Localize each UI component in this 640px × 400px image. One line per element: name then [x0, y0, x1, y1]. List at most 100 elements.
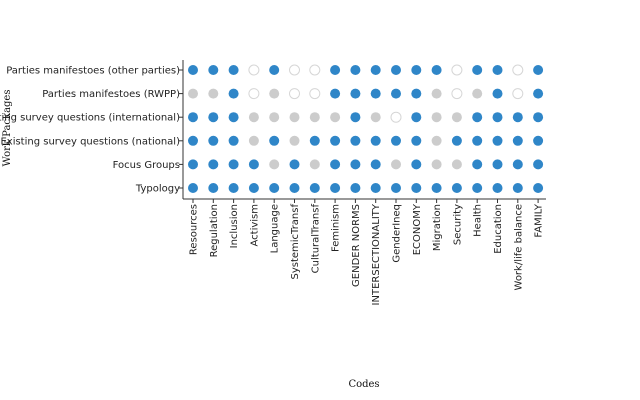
dot-coded [512, 159, 523, 170]
dot-none [512, 64, 524, 76]
dot-coded [472, 183, 483, 193]
row-label: Existing survey questions (international… [0, 113, 180, 124]
dot-partial [289, 112, 300, 123]
dot-coded [411, 183, 422, 193]
dot-coded [533, 65, 544, 75]
dot-coded [391, 135, 401, 146]
dot-partial [269, 88, 280, 99]
dot-coded [411, 159, 422, 170]
dot-partial [248, 135, 259, 146]
col-label: FAMILY [534, 203, 545, 237]
col-label: Work/life balance [513, 204, 524, 290]
dot-coded [391, 65, 401, 75]
col-labels: Resources Regulation Inclusion Activism Lang… [189, 203, 545, 305]
col-label: Inclusion [229, 204, 240, 248]
dot-partial [451, 112, 462, 123]
dot-coded [188, 65, 198, 75]
col-label: Regulation [209, 204, 220, 257]
dot-partial [431, 112, 442, 123]
dot-coded [370, 159, 381, 170]
dot-coded [350, 135, 361, 146]
x-axis-title: Codes [348, 379, 379, 390]
row-label: Focus Groups [113, 160, 180, 171]
dot-partial [472, 88, 483, 99]
dot-coded [411, 112, 422, 123]
dot-coded [350, 183, 361, 193]
dot-coded [391, 183, 401, 193]
dot-coded [188, 112, 198, 123]
dot-coded [309, 135, 320, 146]
dot-coded [472, 135, 483, 146]
dot-coded [350, 88, 361, 99]
dot-none [512, 88, 524, 100]
dot-coded [472, 112, 483, 123]
dot-coded [188, 135, 198, 146]
dot-none [309, 88, 321, 100]
dot-none [248, 88, 260, 100]
dot-coded [492, 65, 503, 75]
dot-coded [330, 65, 341, 75]
dot-coded [330, 183, 341, 193]
dot-coded [512, 183, 523, 193]
dot-none [451, 88, 463, 100]
dot-coded [492, 159, 503, 170]
col-label: Migration [432, 204, 443, 251]
dot-partial [248, 112, 259, 123]
dot-coded [228, 159, 239, 170]
dots [188, 64, 544, 193]
dot-partial [269, 112, 280, 123]
col-label: Language [270, 204, 281, 253]
col-label: GENDER NORMS [351, 204, 362, 287]
dot-coded [370, 135, 381, 146]
dot-coded [370, 65, 381, 75]
row-label: Typology [135, 184, 180, 195]
dot-coded [228, 112, 239, 123]
dot-partial [431, 88, 442, 99]
col-label: Feminism [331, 204, 342, 252]
dot-coded [533, 88, 544, 99]
col-label: Security [452, 204, 463, 245]
dot-coded [330, 88, 341, 99]
col-label: INTERSECTIONALITY [371, 203, 382, 305]
row-label: Parties manifestoes (RWPP) [42, 89, 180, 100]
dot-coded [289, 183, 300, 193]
dot-coded [411, 88, 422, 99]
dot-coded [472, 65, 483, 75]
dot-coded [370, 183, 381, 193]
dot-coded [248, 159, 259, 170]
dot-coded [451, 183, 462, 193]
axes [182, 60, 546, 200]
dot-coded [228, 88, 239, 99]
dot-coded [228, 183, 239, 193]
dot-partial [208, 88, 219, 99]
dot-coded [451, 135, 462, 146]
row-label: Existing survey questions (national) [0, 136, 180, 147]
dot-coded [208, 183, 219, 193]
dot-partial [451, 159, 462, 170]
dot-partial [370, 112, 381, 123]
dot-coded [411, 65, 422, 75]
dot-coded [208, 112, 219, 123]
dot-coded [492, 88, 503, 99]
dot-coded [492, 112, 503, 123]
col-label: Health [473, 204, 484, 237]
dot-coded [533, 183, 544, 193]
dot-coded [533, 135, 544, 146]
dot-coded [269, 65, 280, 75]
dot-partial [188, 88, 198, 99]
dot-coded [330, 135, 341, 146]
dot-none [248, 64, 260, 76]
y-axis-title: Work Packages [2, 90, 13, 167]
dot-coded [431, 65, 442, 75]
dot-coded [350, 65, 361, 75]
col-label: GenderIneq [392, 204, 403, 263]
dot-none [309, 64, 321, 76]
dot-partial [309, 112, 320, 123]
dot-none [289, 88, 300, 100]
col-label: Activism [249, 204, 260, 247]
dot-coded [269, 183, 280, 193]
dot-none [390, 111, 402, 123]
dot-partial [289, 135, 300, 146]
dot-coded [188, 159, 198, 170]
col-label: CulturalTransf [310, 204, 321, 274]
